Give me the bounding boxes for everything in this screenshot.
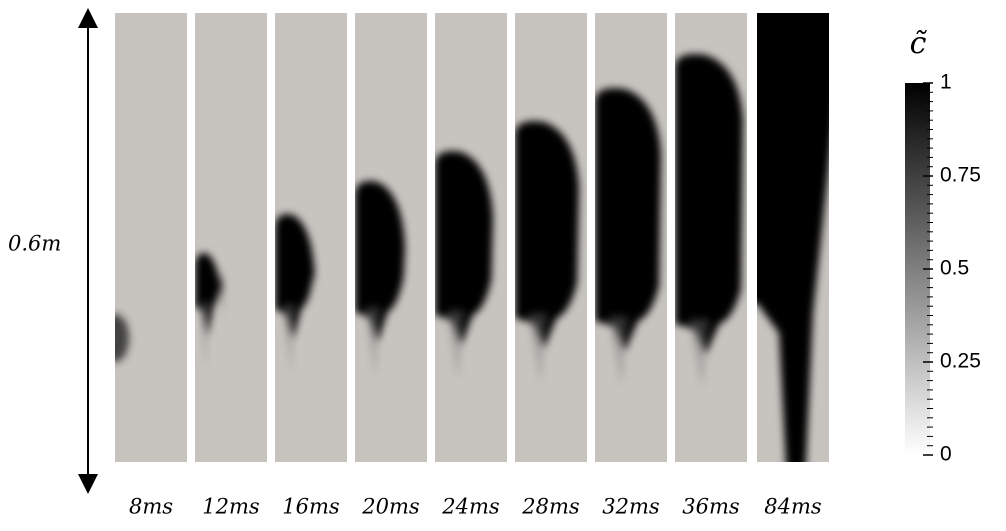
tick-label: 0 — [940, 443, 952, 466]
panel — [275, 13, 347, 462]
flame-shape — [355, 181, 405, 342]
flame-shape — [195, 253, 223, 336]
flame — [195, 253, 223, 371]
time-label: 12ms — [202, 495, 260, 519]
flame-tail — [608, 316, 628, 386]
time-label: 36ms — [682, 495, 740, 519]
scale-label: 0.6m — [8, 232, 61, 256]
time-label: 16ms — [282, 495, 340, 519]
flame-shape — [435, 151, 493, 345]
time-label: 32ms — [602, 495, 660, 519]
panel — [195, 13, 267, 462]
flame-tail — [283, 304, 295, 374]
flame — [757, 13, 829, 462]
flame — [435, 151, 493, 380]
panel — [675, 13, 747, 462]
panel-background — [115, 13, 187, 462]
flame-tail — [365, 307, 380, 377]
flame-shape — [757, 13, 829, 462]
time-label: 8ms — [129, 495, 173, 519]
tick-label: 1 — [940, 71, 952, 94]
flame — [275, 214, 315, 374]
time-label: 20ms — [361, 495, 420, 519]
flame-shape — [515, 121, 579, 348]
panel — [435, 13, 507, 462]
colorbar-title: c̃ — [910, 26, 928, 61]
flame-shape — [115, 314, 129, 362]
flame — [115, 314, 129, 362]
flame — [355, 181, 405, 377]
panel — [757, 13, 829, 462]
panel — [115, 13, 187, 462]
flame-shape — [595, 88, 661, 351]
panel — [355, 13, 427, 462]
time-label: 84ms — [764, 495, 822, 519]
flame-shape — [675, 54, 743, 354]
panel — [595, 13, 667, 462]
time-label: 28ms — [521, 495, 580, 519]
panel — [515, 13, 587, 462]
tick-label: 0.5 — [940, 257, 969, 280]
flame-tail — [200, 301, 209, 371]
panel-background — [195, 13, 267, 462]
tick-label: 0.75 — [940, 164, 981, 187]
time-label: 24ms — [441, 495, 500, 519]
flame — [595, 88, 661, 386]
flame-tail — [446, 310, 464, 380]
tick-label: 0.25 — [940, 350, 981, 373]
